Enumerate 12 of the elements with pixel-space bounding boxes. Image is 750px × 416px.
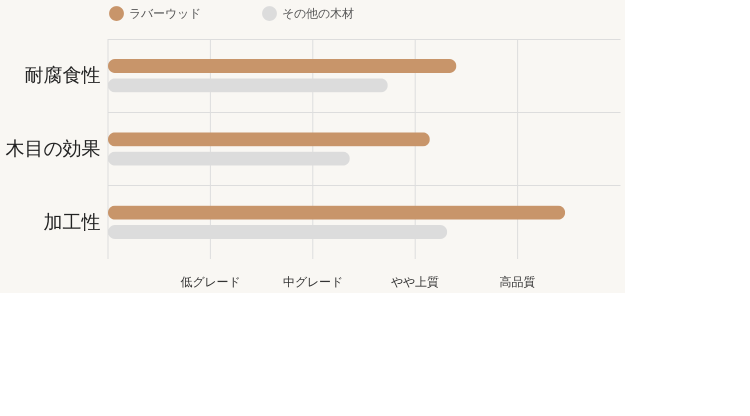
text: 低グレード bbox=[180, 275, 240, 289]
y-tick-label: 耐腐食性 bbox=[24, 64, 100, 87]
bar bbox=[108, 59, 456, 74]
y-tick-label: 木目の効果 bbox=[6, 138, 100, 160]
text: 中グレード bbox=[282, 275, 343, 289]
bar bbox=[108, 132, 430, 146]
bar bbox=[108, 206, 566, 220]
text: 高品質 bbox=[500, 275, 536, 289]
y-tick-label: 加工性 bbox=[44, 211, 100, 234]
legend-label: その他の木材 bbox=[282, 6, 354, 21]
legend-label: ラバーウッド bbox=[129, 6, 201, 21]
text: やや上質 bbox=[391, 275, 440, 289]
